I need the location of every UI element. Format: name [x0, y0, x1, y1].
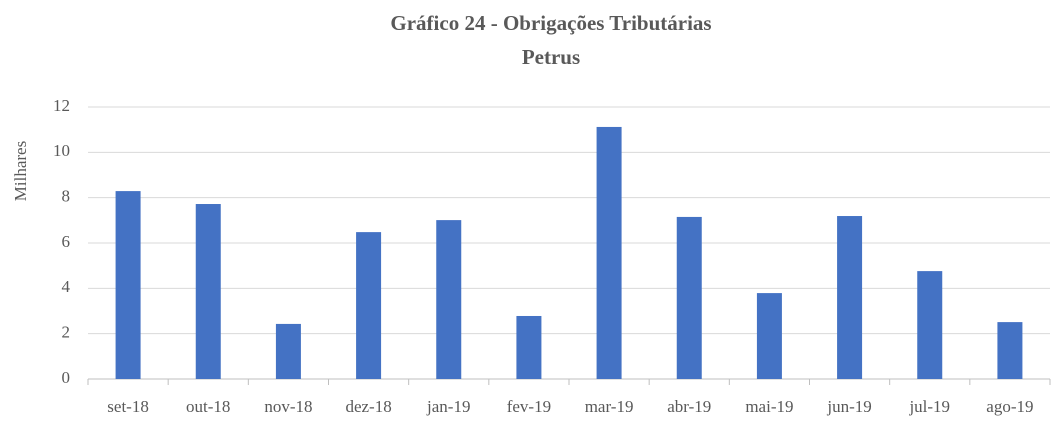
x-tick-label: dez-18	[345, 397, 391, 416]
bar	[195, 204, 221, 379]
bar	[756, 293, 782, 379]
bar	[115, 191, 141, 379]
x-tick-label: fev-19	[507, 397, 551, 416]
bar	[516, 315, 542, 379]
y-axis-label: Milhares	[11, 141, 30, 201]
bar	[837, 216, 863, 379]
bar	[676, 216, 702, 379]
chart-subtitle: Petrus	[522, 45, 580, 69]
y-tick-label: 0	[62, 368, 71, 387]
x-tick-label: jun-19	[826, 397, 871, 416]
bar	[917, 271, 943, 379]
bar	[997, 322, 1023, 379]
y-tick-label: 10	[53, 141, 70, 160]
x-tick-label: set-18	[107, 397, 149, 416]
y-tick-label: 6	[62, 232, 71, 251]
x-tick-label: out-18	[186, 397, 230, 416]
y-tick-label: 8	[62, 187, 71, 206]
x-tick-label: jan-19	[426, 397, 470, 416]
bar	[275, 323, 301, 379]
y-tick-label: 12	[53, 96, 70, 115]
x-tick-label: nov-18	[264, 397, 312, 416]
bar	[356, 232, 382, 379]
x-tick-label: ago-19	[986, 397, 1033, 416]
x-tick-label: mai-19	[745, 397, 793, 416]
chart-title: Gráfico 24 - Obrigações Tributárias	[390, 11, 711, 35]
y-tick-label: 2	[62, 323, 71, 342]
x-tick-label: mar-19	[585, 397, 634, 416]
bar	[436, 220, 462, 379]
x-tick-label: abr-19	[667, 397, 711, 416]
x-tick-label: jul-19	[908, 397, 950, 416]
y-tick-label: 4	[62, 277, 71, 296]
bar	[596, 126, 622, 380]
